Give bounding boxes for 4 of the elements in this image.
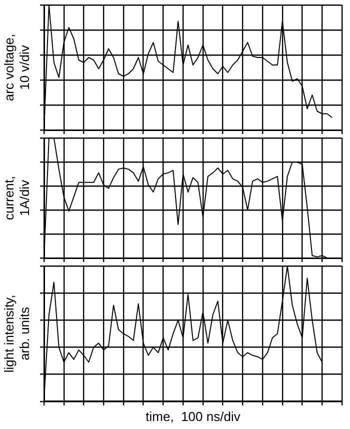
y-axis-title: light intensity, arb. units [1, 294, 32, 373]
y-axis-title: arc voltage, 10 v/div [1, 34, 32, 102]
y-axis-title: current, 1A/div [1, 176, 32, 220]
x-axis-title: time, 100 ns/div [146, 408, 241, 424]
